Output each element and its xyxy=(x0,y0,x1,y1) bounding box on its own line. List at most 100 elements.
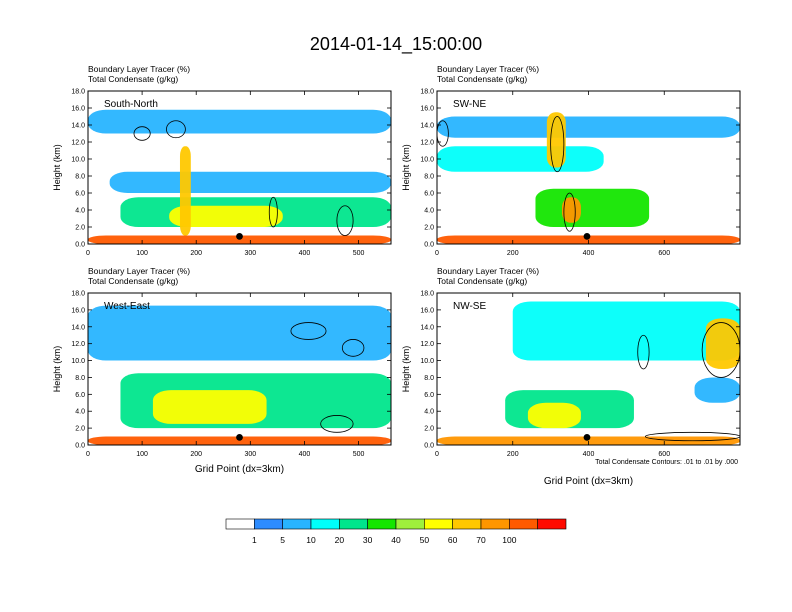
y-tick-label: 0.0 xyxy=(424,242,434,249)
colorbar-swatch xyxy=(452,518,482,530)
location-marker xyxy=(236,434,243,441)
plot-frame xyxy=(87,292,392,446)
colorbar-swatch xyxy=(480,518,510,530)
tracer-region xyxy=(535,188,650,227)
panel-0: 0.0 2.0 4.0 6.0 8.0 10.0 12.0 14.0 16.0 18.0 0 100 2… xyxy=(52,64,392,257)
tracer-region xyxy=(546,112,566,168)
condensate-contour xyxy=(268,196,278,228)
condensate-contour xyxy=(637,334,650,370)
y-tick-label: 4.0 xyxy=(75,409,85,416)
panel-title: SW-NE xyxy=(453,99,486,110)
y-tick-label: 18.0 xyxy=(71,89,85,96)
y-tick-label: 2.0 xyxy=(75,426,85,433)
x-tick-label: 400 xyxy=(299,451,311,458)
location-marker xyxy=(236,232,243,240)
y-tick-label: 8.0 xyxy=(75,375,85,382)
colorbar-swatch xyxy=(254,518,283,530)
panel-subtitle: Boundary Layer Tracer (%) xyxy=(437,266,539,276)
y-tick-label: 2.0 xyxy=(75,225,85,232)
x-tick-label: 200 xyxy=(190,250,202,257)
y-tick-label: 0.0 xyxy=(75,443,85,450)
x-tick-label: 400 xyxy=(299,250,311,257)
y-tick-label: 14.0 xyxy=(71,324,85,331)
colorbar-label: 100 xyxy=(502,535,516,545)
colorbar-label: 10 xyxy=(306,535,316,545)
y-tick-label: 10.0 xyxy=(420,358,434,365)
tracer-region xyxy=(705,318,740,369)
condensate-contour xyxy=(550,116,565,173)
y-tick-label: 12.0 xyxy=(420,140,434,147)
condensate-contour xyxy=(563,192,576,232)
condensate-contour xyxy=(644,431,740,442)
tracer-region xyxy=(694,377,740,403)
plot-area xyxy=(437,91,740,244)
y-tick-label: 6.0 xyxy=(75,392,85,399)
y-tick-label: 18.0 xyxy=(420,291,434,298)
x-axis-label: Grid Point (dx=3km) xyxy=(195,464,284,475)
x-tick-label: 500 xyxy=(353,250,365,257)
x-tick-label: 600 xyxy=(658,451,670,458)
x-tick-label: 400 xyxy=(583,451,595,458)
colorbar-swatch xyxy=(367,518,397,530)
panel-2: 0.0 2.0 4.0 6.0 8.0 10.0 12.0 14.0 16.0 18.0 0 100 2… xyxy=(52,266,392,475)
plot-area xyxy=(88,91,391,244)
tracer-region xyxy=(437,146,604,172)
colorbar-label: 50 xyxy=(420,535,430,545)
x-tick-label: 0 xyxy=(86,451,90,458)
panel-subtitle: Boundary Layer Tracer (%) xyxy=(437,64,539,74)
y-axis-label: Height (km) xyxy=(52,144,62,191)
panel-subtitle: Total Condensate (g/kg) xyxy=(88,74,178,84)
panel-title: South-North xyxy=(104,99,158,110)
x-tick-label: 0 xyxy=(435,451,439,458)
y-tick-label: 10.0 xyxy=(420,157,434,164)
y-tick-label: 2.0 xyxy=(424,426,434,433)
colorbar-label: 40 xyxy=(391,535,401,545)
tracer-region xyxy=(561,197,581,223)
y-tick-label: 6.0 xyxy=(424,392,434,399)
tracer-region xyxy=(109,171,391,193)
colorbar: 1 5 10 20 30 40 50 60 70 100 xyxy=(225,518,567,545)
condensate-contour xyxy=(166,120,186,139)
y-tick-label: 14.0 xyxy=(71,123,85,130)
x-tick-label: 100 xyxy=(136,250,148,257)
colorbar-swatch xyxy=(537,518,567,530)
y-tick-label: 4.0 xyxy=(424,208,434,215)
x-tick-label: 100 xyxy=(136,451,148,458)
location-marker xyxy=(583,232,591,240)
colorbar-label: 1 xyxy=(252,535,257,545)
y-tick-label: 16.0 xyxy=(71,106,85,113)
location-marker xyxy=(583,434,591,441)
tracer-region xyxy=(527,402,581,429)
colorbar-swatch xyxy=(282,518,312,530)
x-tick-label: 200 xyxy=(190,451,202,458)
x-tick-label: 200 xyxy=(507,250,519,257)
colorbar-label: 30 xyxy=(363,535,373,545)
y-tick-label: 6.0 xyxy=(424,191,434,198)
y-tick-label: 8.0 xyxy=(75,174,85,181)
figure-title: 2014-01-14_15:00:00 xyxy=(310,34,482,55)
x-tick-label: 0 xyxy=(86,250,90,257)
x-tick-label: 300 xyxy=(244,451,256,458)
colorbar-label: 60 xyxy=(448,535,458,545)
x-tick-label: 500 xyxy=(353,451,365,458)
y-tick-label: 4.0 xyxy=(75,208,85,215)
tracer-region xyxy=(512,301,740,361)
colorbar-swatch xyxy=(395,518,425,530)
tracer-region xyxy=(88,305,391,361)
plot-area xyxy=(88,293,391,445)
panels: 0.0 2.0 4.0 6.0 8.0 10.0 12.0 14.0 16.0 18.0 0 100 2… xyxy=(52,64,741,487)
condensate-contour xyxy=(133,126,151,141)
contour-note: Total Condensate Contours: .01 to .01 by… xyxy=(595,459,738,466)
plot-frame xyxy=(87,90,392,245)
colorbar-label: 5 xyxy=(280,535,285,545)
y-tick-label: 14.0 xyxy=(420,123,434,130)
colorbar-swatch xyxy=(310,518,340,530)
x-tick-label: 600 xyxy=(658,250,670,257)
y-tick-label: 14.0 xyxy=(420,324,434,331)
y-tick-label: 16.0 xyxy=(420,307,434,314)
panel-1: 0.0 2.0 4.0 6.0 8.0 10.0 12.0 14.0 16.0 18.0 0 200 4… xyxy=(401,64,741,257)
panel-subtitle: Total Condensate (g/kg) xyxy=(437,276,527,286)
colorbar-swatch xyxy=(225,518,255,530)
panel-subtitle: Total Condensate (g/kg) xyxy=(88,276,178,286)
